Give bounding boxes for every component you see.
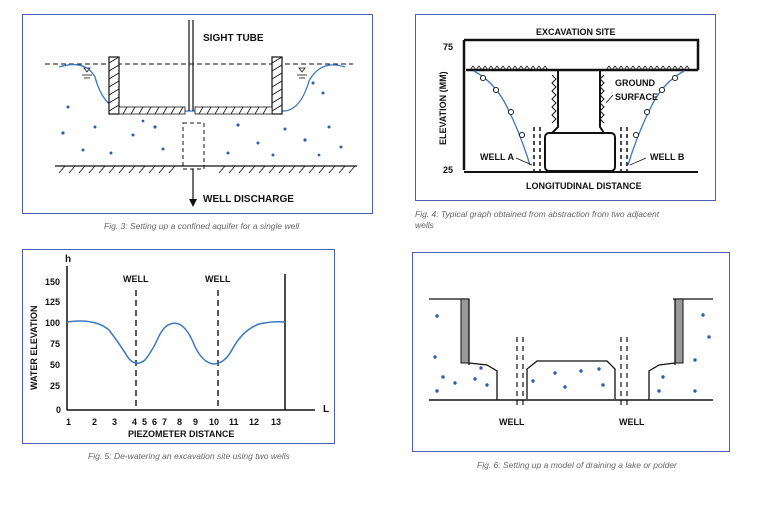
fig6-center-block	[526, 360, 616, 399]
right-wall	[271, 56, 283, 115]
fig5-ytick: 50	[50, 360, 60, 370]
fig4-title: EXCAVATION SITE	[536, 27, 616, 37]
fig5-xtick: 8	[177, 417, 182, 427]
fig5-xtick: 5	[142, 417, 147, 427]
water-table-marker-right	[297, 67, 307, 79]
fig4-caption-line2: wells	[415, 220, 434, 230]
fig5-xtick: 11	[229, 417, 239, 427]
fig5-xtick: 7	[162, 417, 167, 427]
well-a-label: WELL A	[480, 152, 514, 162]
well-screen	[182, 122, 205, 170]
fig5-xlabel: PIEZOMETER DISTANCE	[128, 429, 234, 439]
fig5-xtick: 3	[112, 417, 117, 427]
fig5-ylabel: WATER ELEVATION	[29, 306, 39, 391]
ground-surface-label-1: GROUND	[615, 78, 655, 88]
fig5-panel: h WATER ELEVATION L 150 125 100 75 50 25…	[22, 249, 335, 444]
fig6-caption: Fig. 6: Setting up a model of draining a…	[477, 460, 677, 470]
fig5-ytick: 75	[50, 339, 60, 349]
drawdown-curve-right	[627, 70, 685, 166]
piezometer-points	[479, 74, 679, 139]
fig5-water-curve	[66, 320, 286, 365]
confining-layer	[118, 106, 273, 115]
fig5-xtick: 1	[66, 417, 71, 427]
fig5-xtick: 13	[271, 417, 281, 427]
fig5-well-left-label: WELL	[123, 274, 149, 284]
fig6-well-left-label: WELL	[499, 417, 525, 427]
fig6-diagram: WELL WELL	[429, 298, 713, 427]
drawdown-curve-left	[473, 70, 531, 166]
fig5-caption: Fig. 5: De-watering an excavation site u…	[88, 451, 290, 461]
fig5-chart: h WATER ELEVATION L 150 125 100 75 50 25…	[29, 254, 329, 439]
aquifer-dots	[61, 81, 343, 157]
fig5-xtick: 10	[209, 417, 219, 427]
fig3-diagram: SIGHT TUBE WELL DISCHARGE	[45, 20, 357, 207]
fig5-xtick: 4	[132, 417, 137, 427]
fig5-ytick: 125	[45, 297, 60, 307]
fig5-xtick: 9	[193, 417, 198, 427]
fig5-ytick: 150	[45, 277, 60, 287]
fig4-y-top: 75	[443, 42, 453, 52]
fig5-well-right-label: WELL	[205, 274, 231, 284]
fig3-caption: Fig. 3: Setting up a confined aquifer fo…	[104, 221, 300, 231]
fig4-xlabel: LONGITUDINAL DISTANCE	[526, 181, 642, 191]
fig5-h-label: h	[65, 254, 71, 265]
fig4-ylabel: ELEVATION (MM)	[438, 71, 448, 145]
fig6-left-wall	[460, 298, 470, 364]
ground-surface-label-2: SURFACE	[615, 92, 658, 102]
fig6-right-wall	[674, 298, 684, 364]
fig3-panel: SIGHT TUBE WELL DISCHARGE	[22, 14, 373, 214]
fig5-xtick: 2	[92, 417, 97, 427]
fig5-xtick: 12	[249, 417, 259, 427]
fig5-ytick: 100	[45, 318, 60, 328]
fig6-dots	[433, 313, 711, 393]
sight-tube-label: SIGHT TUBE	[203, 33, 264, 44]
fig4-diagram: EXCAVATION SITE 75 25 ELEVATION (MM) GRO…	[438, 27, 700, 191]
fig4-y-bottom: 25	[443, 165, 453, 175]
fig6-well-right-label: WELL	[619, 417, 645, 427]
fig5-l-label: L	[323, 404, 329, 415]
fig6-panel: WELL WELL	[412, 252, 730, 452]
fig5-ytick: 0	[56, 405, 61, 415]
fig5-ytick: 25	[50, 381, 60, 391]
fig5-xtick: 6	[152, 417, 157, 427]
fig4-caption-line1: Fig. 4: Typical graph obtained from abst…	[415, 209, 660, 219]
well-b-label: WELL B	[650, 152, 685, 162]
excavation-floor-block	[544, 132, 616, 172]
water-table-marker-left	[82, 67, 92, 79]
fig6-well-lines	[516, 337, 628, 407]
left-wall	[108, 56, 120, 115]
fig4-panel: EXCAVATION SITE 75 25 ELEVATION (MM) GRO…	[415, 14, 716, 201]
well-lines	[533, 127, 628, 172]
well-discharge-label: WELL DISCHARGE	[203, 194, 294, 205]
